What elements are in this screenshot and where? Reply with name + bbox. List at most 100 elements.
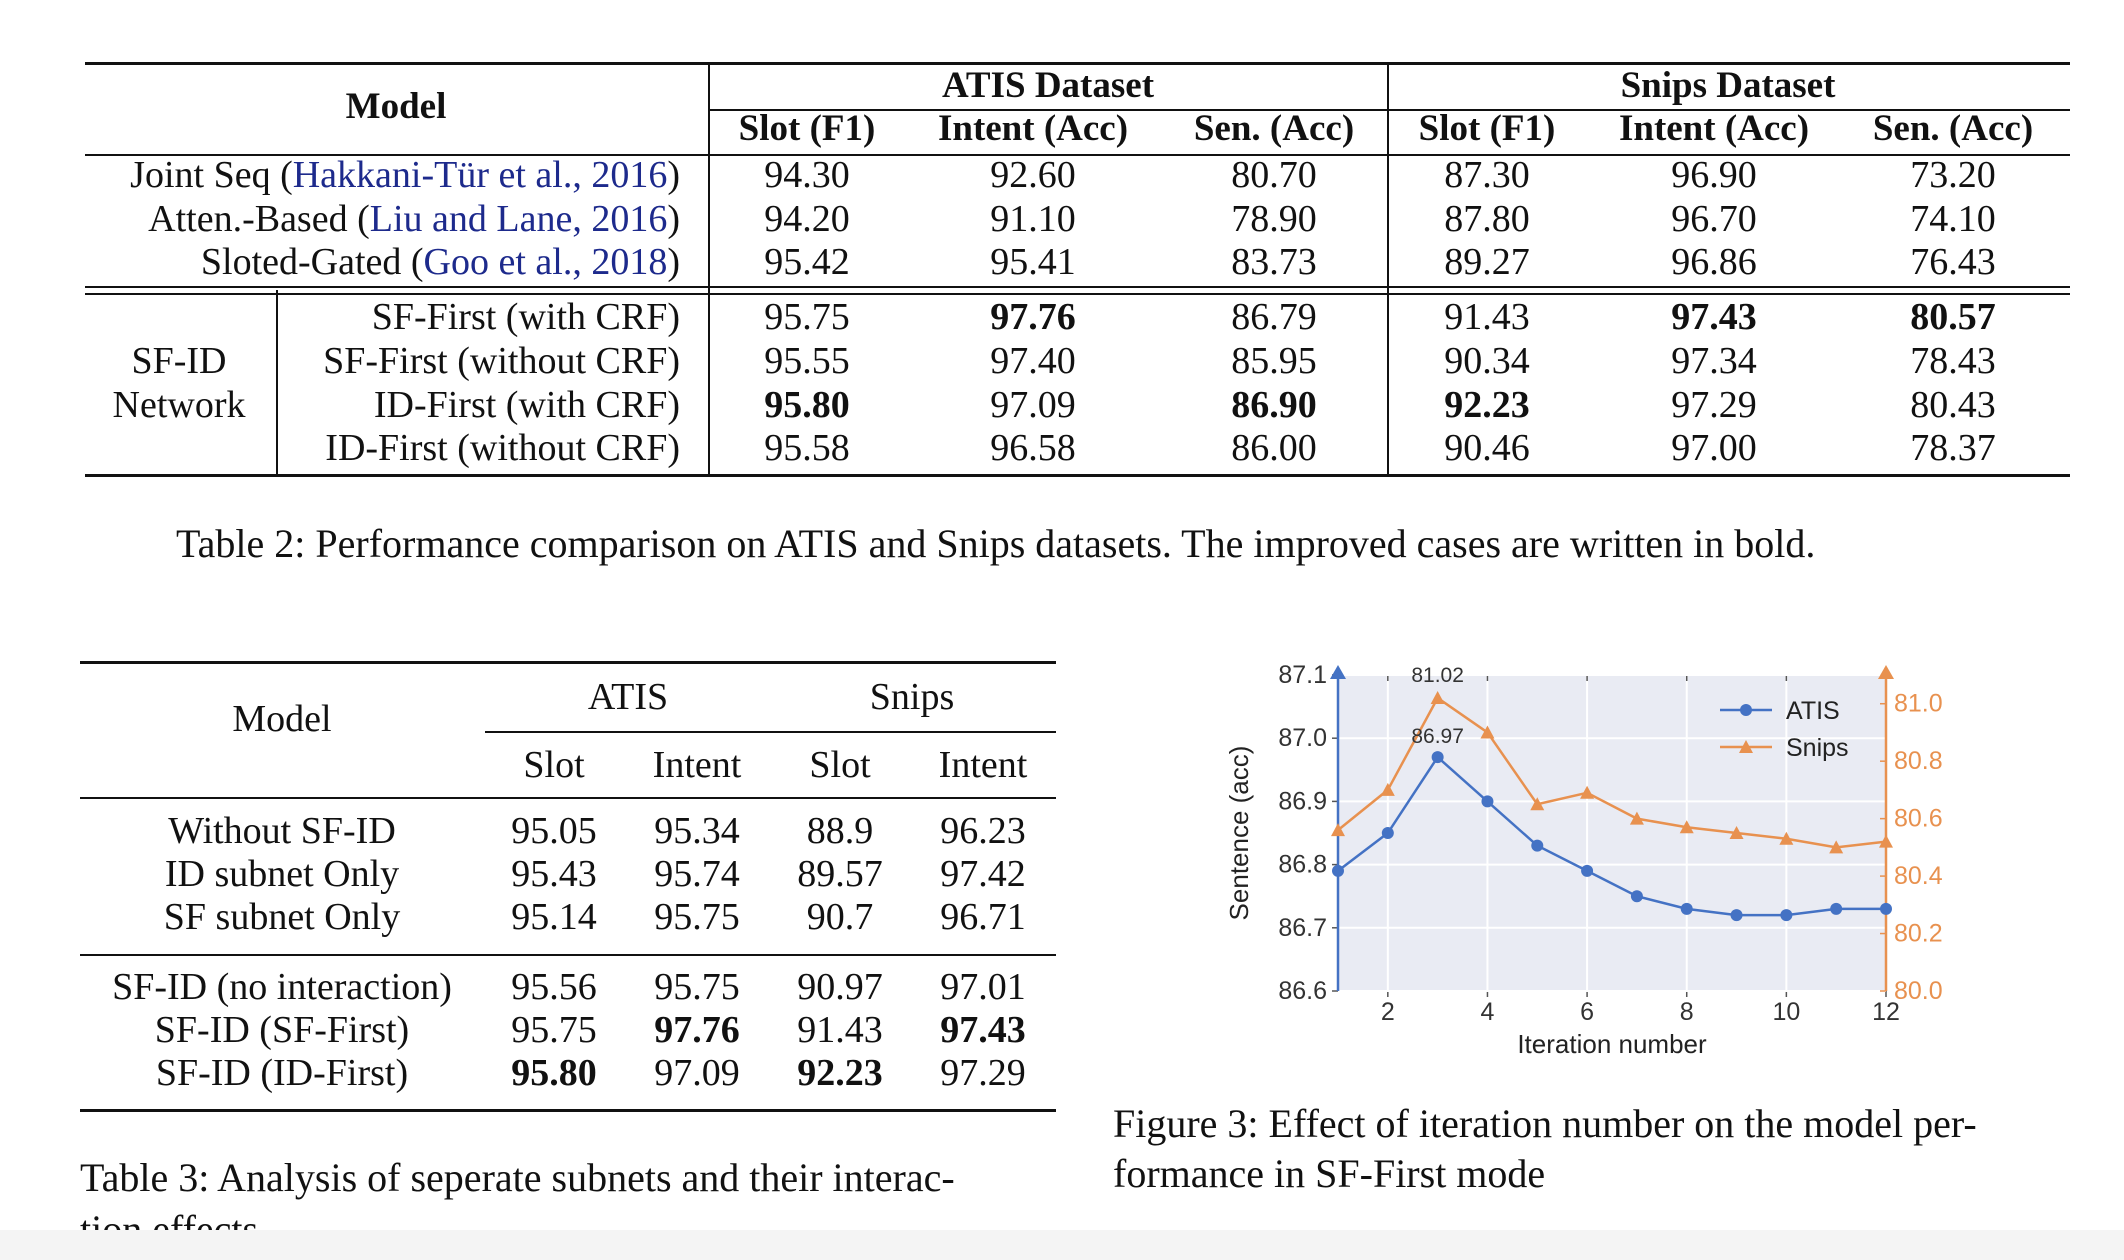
- table2-row-label: SF-First (with CRF): [371, 296, 680, 338]
- atis-point: [1730, 909, 1743, 922]
- citation-link[interactable]: Liu and Lane, 2016: [369, 198, 668, 240]
- table3-row-label: SF-ID (SF-First): [154, 1009, 410, 1051]
- table3-row-label: SF-ID (no interaction): [112, 966, 452, 1008]
- table2-cell: 85.95: [1231, 340, 1317, 382]
- snips-point: [1331, 823, 1345, 837]
- snips-peak-label: 81.02: [1411, 664, 1464, 687]
- table2-cell: 97.34: [1671, 340, 1757, 382]
- table3-cell: 97.01: [940, 966, 1026, 1008]
- y-tick-label-right: 80.2: [1894, 920, 1943, 948]
- table3-cell-bold: 97.76: [654, 1009, 740, 1051]
- legend-atis-marker: [1740, 704, 1752, 716]
- table2-cell: 94.30: [764, 154, 850, 196]
- snips-point: [1879, 834, 1893, 848]
- table2-cell: 95.42: [764, 241, 850, 283]
- atis-point: [1830, 902, 1843, 915]
- table2-row-label: Sloted-Gated (Goo et al., 2018): [200, 241, 680, 283]
- table2-model-header: Model: [345, 86, 447, 127]
- table2-cell-bold: 95.80: [764, 384, 850, 426]
- table3-cell: 91.43: [797, 1009, 883, 1051]
- table3-row-label: SF-ID (ID-First): [155, 1052, 409, 1094]
- figure3-caption-line1: Figure 3: Effect of iteration number on …: [1113, 1101, 1977, 1146]
- table2-cell: 97.40: [990, 340, 1076, 382]
- table3-cell: 95.74: [654, 853, 740, 895]
- table2-caption: Table 2: Performance comparison on ATIS …: [176, 521, 1816, 566]
- table3-header-rule: [80, 797, 1056, 799]
- table3-cell: 95.75: [654, 966, 740, 1008]
- citation-link[interactable]: Goo et al., 2018: [423, 241, 668, 283]
- y-tick-label-right: 80.0: [1894, 977, 1943, 1005]
- table2-cell: 90.34: [1444, 340, 1530, 382]
- table2-cell: 86.79: [1231, 296, 1317, 338]
- legend-atis-label: ATIS: [1786, 697, 1840, 725]
- atis-point: [1780, 909, 1793, 922]
- table3-cell: 97.09: [654, 1052, 740, 1094]
- table2-double-rule-b: [85, 293, 2070, 295]
- x-tick-label: 8: [1680, 998, 1694, 1026]
- table2-subheader: Intent (Acc): [1618, 108, 1810, 149]
- x-tick-label: 6: [1580, 998, 1594, 1026]
- table3-row-label: SF subnet Only: [163, 896, 401, 938]
- table2-cell: 95.55: [764, 340, 850, 382]
- table2-cell-bold: 80.57: [1910, 296, 1996, 338]
- table3-subheader: Slot: [809, 744, 871, 786]
- y-tick-label-right: 81.0: [1894, 690, 1943, 718]
- table2-cell: 97.29: [1671, 384, 1757, 426]
- table2-subheader: Slot (F1): [738, 108, 876, 149]
- plot-background: [1338, 675, 1886, 991]
- table3-cell: 95.43: [511, 853, 597, 895]
- table2-cell: 87.30: [1444, 154, 1530, 196]
- table2-cell: 83.73: [1231, 241, 1317, 283]
- table3-cell: 90.97: [797, 966, 883, 1008]
- atis-point: [1381, 827, 1394, 839]
- y-tick-label-left: 86.9: [1278, 787, 1327, 815]
- figure3-chart: 2 4 6 8 10 12 86.6 86.7 86.8 86.9 87.0 87.1 80.0 80.2…: [1224, 661, 1943, 1059]
- table2-cell: 89.27: [1444, 241, 1530, 283]
- atis-point: [1680, 902, 1693, 915]
- table2-cell: 96.70: [1671, 198, 1757, 240]
- table2-cell: 91.10: [990, 198, 1076, 240]
- table2-group-underline-2: [1389, 109, 2070, 111]
- table2-cell: 97.09: [990, 384, 1076, 426]
- table3-top-rule: [80, 661, 1056, 664]
- table2-cell: 73.20: [1910, 154, 1996, 196]
- table2-cell: 78.90: [1231, 198, 1317, 240]
- atis-point: [1481, 795, 1494, 808]
- x-tick-label: 12: [1872, 998, 1900, 1026]
- table2-subheader: Intent (Acc): [937, 108, 1129, 149]
- atis-point: [1531, 839, 1544, 852]
- table2-atis-header: ATIS Dataset: [941, 65, 1155, 106]
- table2-row-label: Joint Seq (Hakkani-Tür et al., 2016): [130, 154, 680, 196]
- figure3-caption-line2: formance in SF-First mode: [1113, 1151, 1546, 1196]
- x-tick-label: 4: [1481, 998, 1495, 1026]
- y-tick-label-right: 80.6: [1894, 805, 1943, 833]
- table3-cell: 95.56: [511, 966, 597, 1008]
- table2-group-vsep: [276, 290, 278, 476]
- table3-cell: 90.7: [806, 896, 874, 938]
- table3-subheader: Intent: [652, 744, 742, 786]
- table2-cell: 91.43: [1444, 296, 1530, 338]
- y-tick-label-left: 86.8: [1278, 851, 1327, 879]
- table2-cell: 96.90: [1671, 154, 1757, 196]
- y-tick-label-right: 80.8: [1894, 747, 1943, 775]
- table3-cell: 95.05: [511, 810, 597, 852]
- citation-link[interactable]: Hakkani-Tür et al., 2016: [292, 154, 668, 196]
- table2-cell: 78.37: [1910, 427, 1996, 469]
- table2-cell: 95.58: [764, 427, 850, 469]
- table3-cell-bold: 92.23: [797, 1052, 883, 1094]
- table2-cell: 76.43: [1910, 241, 1996, 283]
- table2-cell: 96.58: [990, 427, 1076, 469]
- table2-cell: 95.41: [990, 241, 1076, 283]
- table2-cell: 92.60: [990, 154, 1076, 196]
- atis-line: [1337, 755, 1886, 917]
- table3-cell: 95.75: [654, 896, 740, 938]
- table3-cell: 95.75: [511, 1009, 597, 1051]
- table3-row-label: ID subnet Only: [164, 853, 400, 895]
- table3-atis-header: ATIS: [587, 676, 669, 718]
- table3-model-header: Model: [232, 698, 332, 740]
- snips-point: [1480, 725, 1495, 739]
- atis-point: [1431, 751, 1444, 764]
- x-tick-label: 10: [1772, 998, 1800, 1026]
- table2-cell: 87.80: [1444, 198, 1530, 240]
- y-tick-label-left: 87.0: [1278, 724, 1327, 752]
